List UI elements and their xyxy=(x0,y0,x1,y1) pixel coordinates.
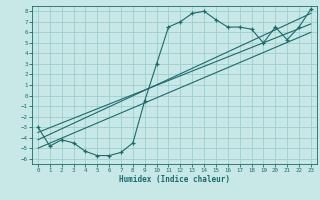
X-axis label: Humidex (Indice chaleur): Humidex (Indice chaleur) xyxy=(119,175,230,184)
